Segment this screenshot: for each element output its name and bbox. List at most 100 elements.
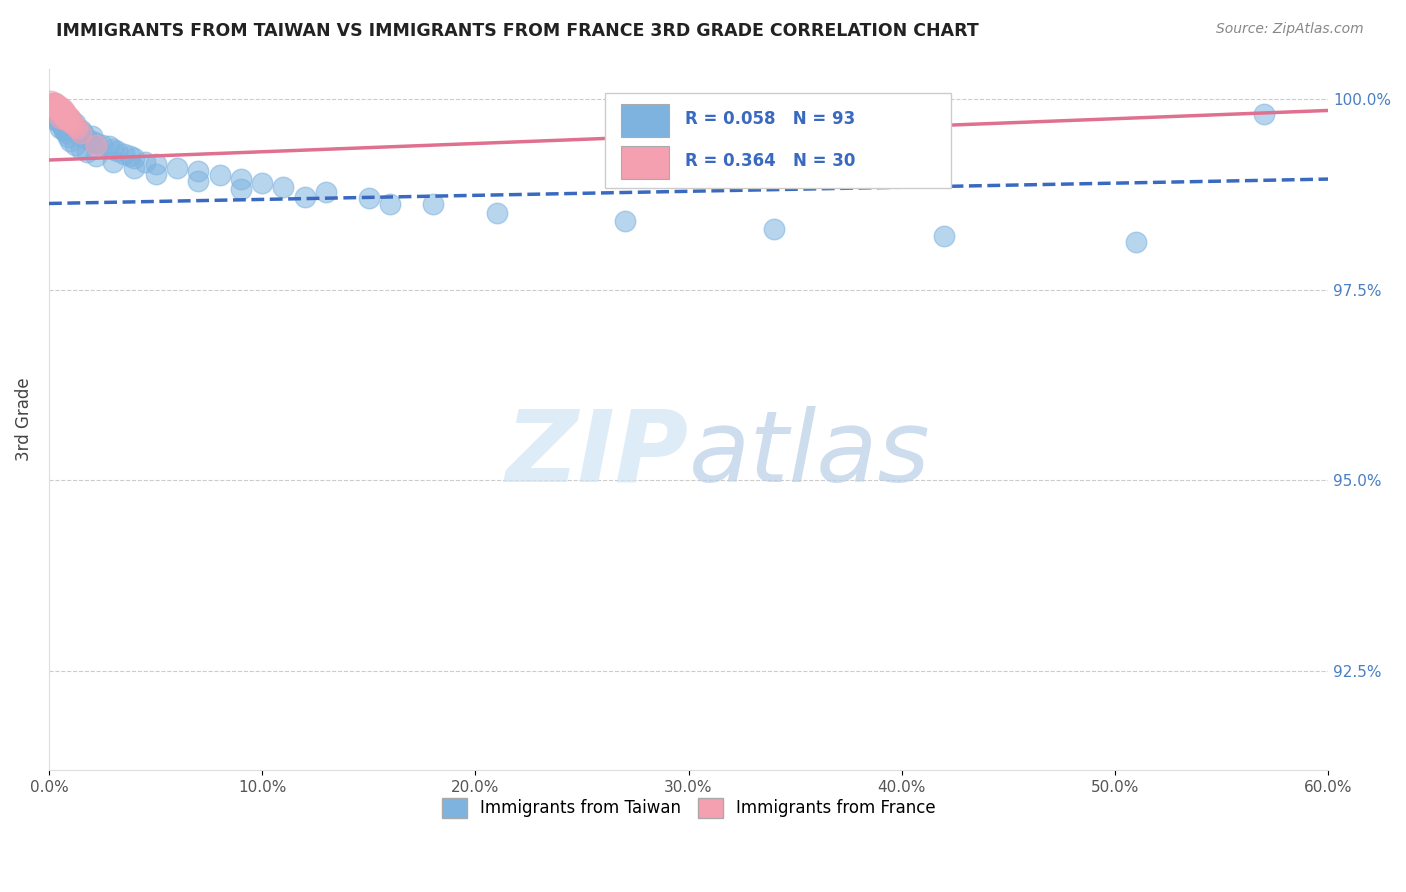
Point	[48, 116, 70, 130]
Point	[55, 113, 77, 128]
Point	[80, 128, 103, 143]
Point	[97, 139, 120, 153]
Point	[51, 115, 73, 129]
Point	[39, 94, 62, 108]
Point	[48, 111, 70, 125]
Y-axis label: 3rd Grade: 3rd Grade	[15, 377, 32, 461]
Point	[762, 221, 785, 235]
Point	[42, 105, 65, 120]
Point	[52, 107, 75, 121]
Point	[48, 101, 70, 115]
Point	[84, 149, 107, 163]
Point	[56, 109, 79, 123]
Point	[48, 100, 70, 114]
Point	[44, 113, 66, 128]
Point	[229, 182, 252, 196]
Point	[52, 103, 75, 118]
Point	[44, 98, 66, 112]
Text: R = 0.058   N = 93: R = 0.058 N = 93	[685, 110, 855, 128]
Point	[229, 172, 252, 186]
Point	[76, 131, 98, 145]
Point	[39, 103, 62, 118]
Point	[42, 101, 65, 115]
Point	[59, 122, 82, 136]
Point	[52, 111, 75, 125]
Point	[44, 107, 66, 121]
Point	[44, 107, 66, 121]
Point	[42, 98, 65, 112]
Point	[46, 113, 69, 128]
Point	[101, 154, 124, 169]
Point	[122, 161, 145, 175]
Point	[52, 122, 75, 136]
Point	[208, 168, 231, 182]
Point	[250, 176, 273, 190]
Point	[44, 101, 66, 115]
Point	[70, 142, 93, 156]
Point	[56, 111, 79, 125]
Legend: Immigrants from Taiwan, Immigrants from France: Immigrants from Taiwan, Immigrants from …	[434, 791, 942, 825]
Point	[42, 98, 65, 112]
Point	[91, 137, 114, 152]
Point	[46, 100, 69, 114]
FancyBboxPatch shape	[621, 103, 669, 137]
Point	[70, 128, 93, 143]
Point	[51, 101, 73, 115]
Point	[48, 115, 70, 129]
Point	[613, 214, 636, 228]
Point	[44, 101, 66, 115]
Point	[485, 206, 508, 220]
Point	[55, 126, 77, 140]
Point	[63, 119, 86, 133]
Point	[63, 124, 86, 138]
Point	[52, 122, 75, 136]
Point	[55, 115, 77, 129]
Point	[52, 105, 75, 120]
Point	[59, 111, 82, 125]
Point	[357, 191, 380, 205]
Point	[48, 103, 70, 118]
Point	[315, 185, 337, 199]
Point	[51, 103, 73, 118]
Point	[84, 137, 107, 152]
Point	[72, 126, 94, 140]
Point	[187, 164, 209, 178]
Text: R = 0.364   N = 30: R = 0.364 N = 30	[685, 153, 855, 170]
Point	[112, 147, 135, 161]
Point	[1125, 235, 1147, 250]
Point	[273, 179, 295, 194]
Point	[51, 105, 73, 120]
Point	[66, 120, 89, 135]
Point	[378, 197, 401, 211]
FancyBboxPatch shape	[621, 145, 669, 179]
Point	[59, 111, 82, 125]
Point	[145, 157, 167, 171]
Point	[56, 113, 79, 128]
Point	[42, 101, 65, 115]
Text: ZIP: ZIP	[506, 406, 689, 503]
Point	[46, 109, 69, 123]
Point	[70, 122, 93, 136]
Point	[122, 152, 145, 166]
Point	[62, 115, 84, 129]
Point	[39, 100, 62, 114]
Point	[46, 98, 69, 112]
Point	[105, 144, 128, 158]
Point	[62, 120, 84, 135]
Point	[1253, 107, 1275, 121]
Point	[70, 126, 93, 140]
Point	[52, 116, 75, 130]
Point	[166, 161, 188, 175]
Point	[48, 107, 70, 121]
Point	[59, 116, 82, 130]
Point	[55, 109, 77, 123]
Point	[67, 124, 90, 138]
Point	[56, 116, 79, 130]
Point	[101, 142, 124, 156]
Point	[46, 103, 69, 118]
Point	[80, 134, 103, 148]
Point	[76, 145, 98, 160]
Point	[134, 154, 156, 169]
Point	[66, 120, 89, 135]
Point	[934, 229, 956, 244]
